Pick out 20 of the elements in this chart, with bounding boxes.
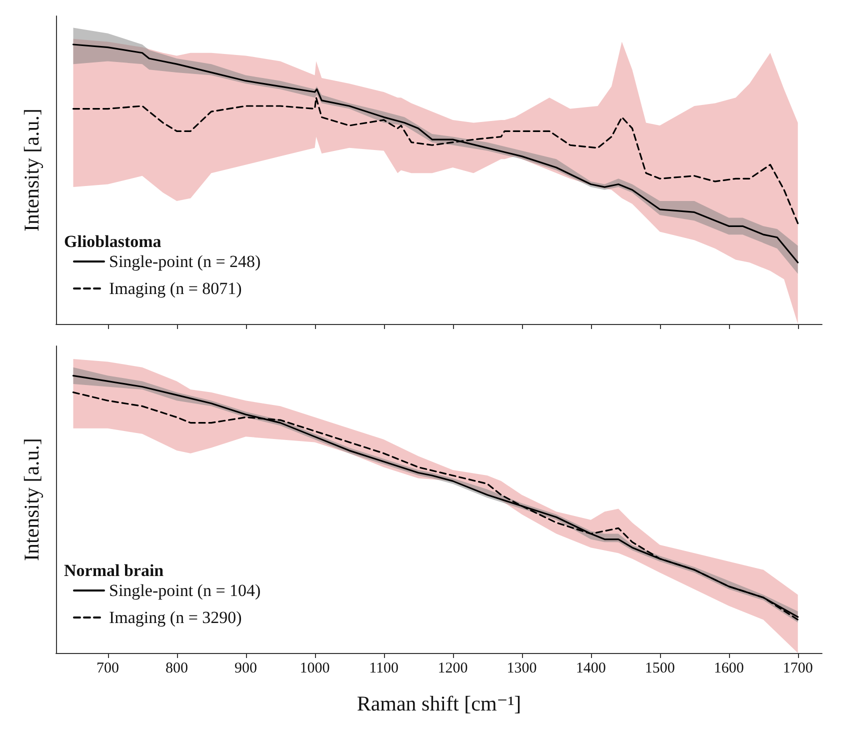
x-tick-label: 1200 bbox=[438, 660, 468, 676]
x-tick-label: 1000 bbox=[300, 660, 330, 676]
x-tick-label: 1100 bbox=[369, 660, 399, 676]
legend-label: Single-point (n = 104) bbox=[109, 581, 261, 600]
legend-label: Imaging (n = 3290) bbox=[109, 608, 242, 627]
x-axis-title: Raman shift [cm⁻¹] bbox=[356, 692, 522, 716]
legend-label: Imaging (n = 8071) bbox=[109, 279, 242, 298]
y-axis-title: Intensity [a.u.] bbox=[20, 438, 44, 562]
legend-title: Glioblastoma bbox=[64, 232, 162, 251]
legend-label: Single-point (n = 248) bbox=[109, 252, 261, 271]
y-axis-title: Intensity [a.u.] bbox=[20, 108, 44, 232]
x-tick-label: 800 bbox=[166, 660, 188, 676]
x-tick-label: 1400 bbox=[576, 660, 606, 676]
x-tick-label: 1600 bbox=[714, 660, 744, 676]
legend-title: Normal brain bbox=[64, 561, 164, 580]
x-tick-label: 1300 bbox=[506, 660, 537, 676]
x-tick-label: 1500 bbox=[644, 660, 675, 676]
x-tick-label: 900 bbox=[234, 660, 258, 676]
x-tick-label: 700 bbox=[96, 660, 120, 676]
x-tick-label: 1700 bbox=[782, 660, 813, 676]
